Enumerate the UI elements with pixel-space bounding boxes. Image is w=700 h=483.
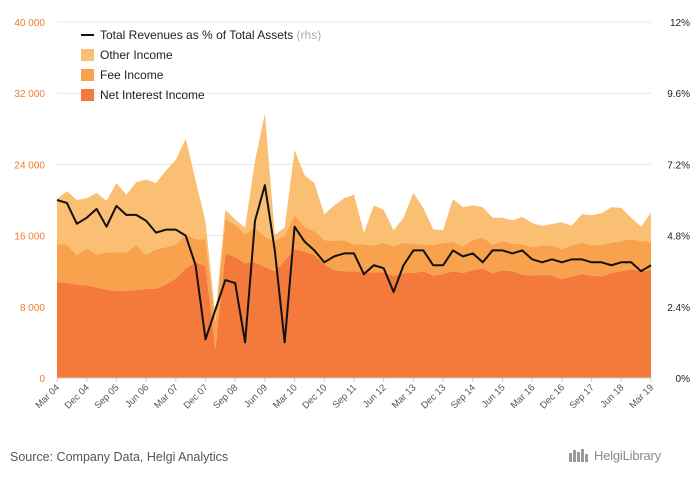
y-right-tick-label: 7.2% [667, 160, 690, 171]
y-left-tick-label: 8 000 [20, 303, 45, 314]
legend-label: Other Income [100, 48, 173, 62]
y-left-tick-label: 24 000 [14, 160, 45, 171]
x-tick-label: Dec 07 [182, 382, 211, 411]
legend-swatch [81, 49, 94, 61]
x-tick-label: Mar 10 [271, 382, 300, 411]
x-tick-label: Dec 13 [419, 382, 448, 411]
legend-rhs-suffix: (rhs) [293, 28, 321, 42]
x-tick-label: Jun 09 [242, 382, 270, 410]
x-tick-label: Jun 18 [598, 382, 626, 410]
y-left-tick-label: 32 000 [14, 89, 45, 100]
y-left-tick-label: 40 000 [14, 18, 45, 29]
y-right-tick-label: 0% [676, 374, 691, 385]
x-tick-label: Jun 06 [123, 382, 151, 410]
x-tick-label: Jun 12 [361, 382, 389, 410]
area-net-interest-income [57, 248, 651, 378]
area-fee-income [57, 215, 651, 349]
y-right-tick-label: 4.8% [667, 232, 690, 243]
brand-name: HelgiLibrary [594, 447, 661, 463]
x-tick-label: Sep 14 [449, 382, 478, 411]
area-other-income [57, 113, 651, 322]
y-left-tick-label: 0 [39, 374, 45, 385]
x-tick-label: Jun 15 [480, 382, 508, 410]
x-tick-label: Mar 04 [33, 382, 62, 411]
x-tick-label: Mar 16 [509, 382, 538, 411]
y-left-tick-label: 16 000 [14, 232, 45, 243]
source-note: Source: Company Data, Helgi Analytics [10, 450, 229, 464]
x-tick-label: Mar 19 [627, 382, 656, 411]
legend-label: Total Revenues as % of Total Assets (rhs… [100, 28, 321, 42]
y-right-tick-label: 9.6% [667, 89, 690, 100]
line-total-revenues-pct-assets [56, 184, 652, 344]
x-tick-label: Sep 05 [92, 382, 121, 411]
legend-swatch [81, 89, 94, 101]
legend-label: Net Interest Income [100, 88, 205, 102]
legend-swatch [81, 69, 94, 81]
x-tick-label: Sep 11 [331, 382, 360, 411]
brand-logo: HelgiLibrary [568, 447, 661, 463]
x-tick-label: Dec 16 [538, 382, 567, 411]
x-tick-label: Sep 08 [211, 382, 240, 411]
y-right-tick-label: 12% [670, 18, 690, 29]
revenue-chart: 0 0% 8 000 2.4% 16 000 4.8% 24 000 7.2% 32 000 9.… [14, 18, 691, 411]
x-tick-label: Mar 07 [152, 382, 181, 411]
x-tick-label: Dec 04 [63, 382, 92, 411]
legend-label: Fee Income [100, 68, 164, 82]
library-icon [569, 449, 588, 462]
x-tick-label: Mar 13 [390, 382, 419, 411]
x-tick-label: Sep 17 [568, 382, 597, 411]
x-tick-label: Dec 10 [300, 382, 329, 411]
y-right-tick-label: 2.4% [667, 303, 690, 314]
